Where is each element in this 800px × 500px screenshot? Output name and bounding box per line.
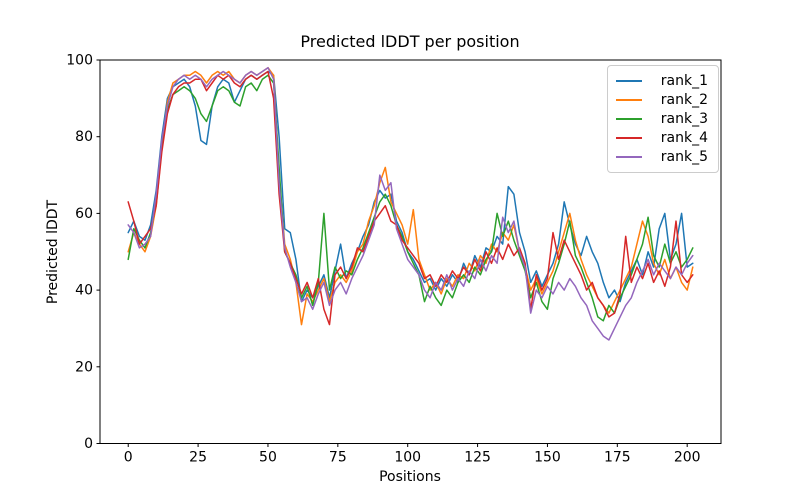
x-tick-label: 75 [329, 450, 347, 466]
legend-item-rank_2: rank_2 [616, 92, 710, 108]
legend-label-rank_3: rank_3 [660, 110, 708, 127]
legend-item-rank_3: rank_3 [616, 111, 710, 127]
y-tick-label: 100 [66, 53, 93, 69]
x-tick-label: 175 [604, 450, 631, 466]
x-tick-label: 25 [189, 450, 207, 466]
x-tick-label: 200 [674, 450, 701, 466]
x-tick-label: 50 [259, 450, 277, 466]
legend-swatch-rank_4 [616, 136, 642, 139]
legend-swatch-rank_5 [616, 155, 642, 158]
legend-label-rank_5: rank_5 [660, 148, 708, 165]
legend-item-rank_5: rank_5 [616, 149, 710, 165]
legend-label-rank_1: rank_1 [660, 73, 708, 90]
legend-item-rank_1: rank_1 [616, 73, 710, 89]
legend: rank_1 rank_2 rank_3 rank_4 rank_5 [607, 65, 719, 173]
x-tick-label: 125 [464, 450, 491, 466]
plot-area: 0 25 50 75 100 125 150 175 200 0 20 40 60 80 100 [66, 53, 722, 466]
legend-label-rank_2: rank_2 [660, 92, 708, 109]
y-tick-label: 20 [75, 359, 93, 375]
y-tick-label: 80 [75, 129, 93, 145]
legend-item-rank_4: rank_4 [616, 130, 710, 146]
series-line-rank_5 [127, 66, 694, 341]
x-tick-label: 100 [394, 450, 421, 466]
x-tick-label: 150 [534, 450, 561, 466]
legend-label-rank_4: rank_4 [660, 129, 708, 146]
x-tick-label: 0 [124, 450, 133, 466]
y-axis-label: Predicted lDDT [45, 199, 61, 304]
y-tick-label: 40 [75, 283, 93, 299]
series-line-rank_3 [127, 74, 694, 322]
legend-swatch-rank_1 [616, 80, 642, 83]
legend-swatch-rank_3 [616, 117, 642, 120]
x-axis-label: Positions [379, 469, 441, 485]
chart-title: Predicted lDDT per position [300, 32, 519, 51]
axes-spines [99, 59, 722, 444]
series-line-rank_1 [127, 70, 694, 303]
legend-swatch-rank_2 [616, 99, 642, 102]
y-tick-label: 60 [75, 206, 93, 222]
y-tick-label: 0 [84, 436, 93, 452]
series-line-rank_4 [127, 70, 694, 326]
